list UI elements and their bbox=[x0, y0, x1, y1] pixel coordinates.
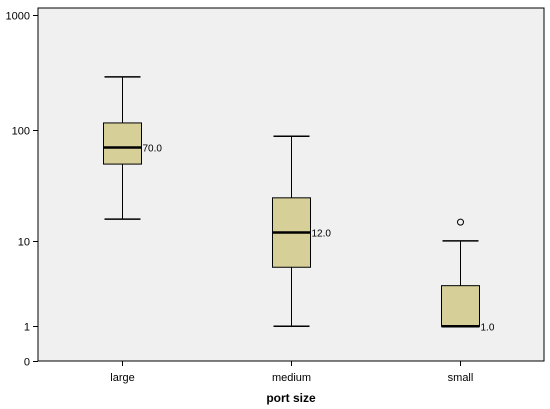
y-tick-label-1: 1 bbox=[24, 322, 30, 334]
x-tick-label-medium: medium bbox=[272, 372, 311, 384]
x-tick-label-small: small bbox=[448, 372, 474, 384]
x-axis-title: port size bbox=[266, 391, 316, 405]
outlier-small-0 bbox=[457, 218, 464, 226]
y-tick-label-0: 0 bbox=[24, 357, 30, 369]
x-tick-label-large: large bbox=[110, 372, 134, 384]
x-axis: large medium small bbox=[110, 361, 473, 384]
y-tick-label-3: 100 bbox=[12, 126, 30, 138]
box-series: 70.0 12.0 1.0 bbox=[103, 76, 495, 333]
y-axis: 0 1 10 100 1000 bbox=[6, 11, 38, 369]
median-label-small: 1.0 bbox=[481, 322, 495, 333]
box-small: 1.0 bbox=[441, 218, 495, 333]
median-label-large: 70.0 bbox=[143, 144, 163, 155]
y-tick-label-2: 10 bbox=[18, 237, 30, 249]
box-large: 70.0 bbox=[103, 76, 163, 220]
median-label-medium: 12.0 bbox=[312, 229, 332, 240]
iqr-box-large bbox=[103, 122, 142, 165]
y-tick-label-4: 1000 bbox=[6, 11, 30, 23]
iqr-box-small bbox=[441, 285, 480, 327]
box-medium: 12.0 bbox=[272, 135, 332, 328]
